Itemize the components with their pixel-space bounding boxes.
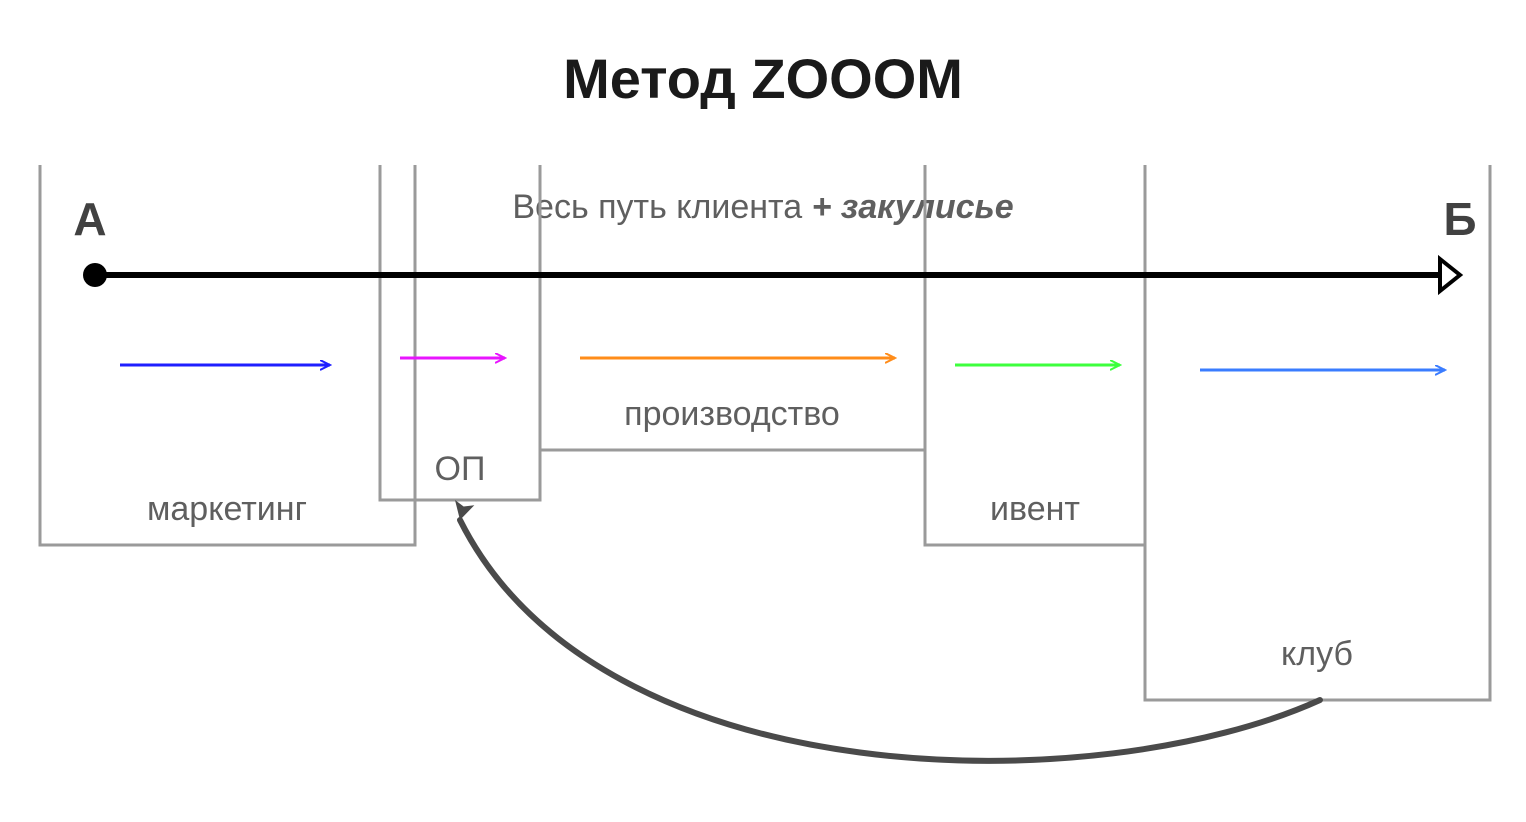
feedback-arrow — [460, 520, 1320, 761]
segment-label-marketing: маркетинг — [147, 490, 307, 528]
axis-arrowhead-icon — [1440, 259, 1460, 291]
segment-label-production: производство — [624, 395, 840, 433]
diagram-title: Метод ZOOOM — [563, 47, 963, 110]
segment-label-event: ивент — [990, 490, 1080, 528]
segment-label-op: ОП — [435, 450, 486, 488]
axis-label-a: А — [73, 193, 106, 245]
segment-label-club: клуб — [1281, 635, 1353, 673]
diagram-subtitle: Весь путь клиента + закулисье — [512, 188, 1013, 226]
segment-box-club — [1145, 165, 1490, 700]
axis-label-b: Б — [1443, 193, 1476, 245]
axis-start-dot — [83, 263, 107, 287]
diagram-canvas: Метод ZOOOM Весь путь клиента + закулисье… — [0, 0, 1526, 822]
